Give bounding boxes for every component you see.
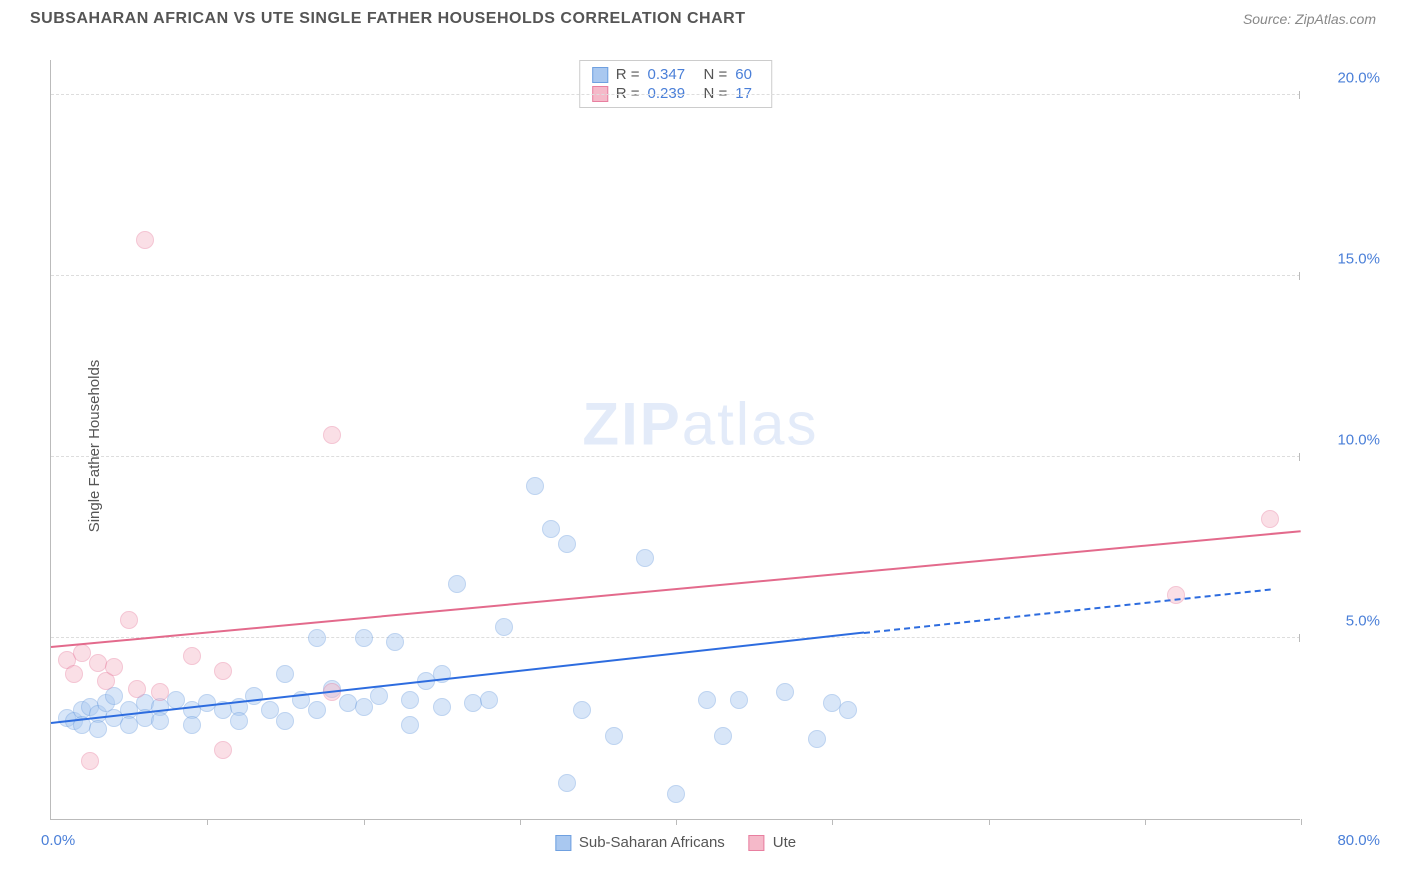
legend-swatch (555, 835, 571, 851)
y-axis-label: Single Father Households (86, 360, 103, 533)
data-point (526, 477, 544, 495)
gridline (51, 637, 1300, 638)
data-point (323, 426, 341, 444)
watermark: ZIPatlas (582, 390, 818, 459)
data-point (370, 687, 388, 705)
data-point (308, 629, 326, 647)
data-point (433, 698, 451, 716)
x-tick (207, 819, 208, 825)
data-point (558, 535, 576, 553)
data-point (89, 720, 107, 738)
data-point (355, 698, 373, 716)
x-tick (520, 819, 521, 825)
data-point (605, 727, 623, 745)
x-tick (676, 819, 677, 825)
data-point (1261, 510, 1279, 528)
y-tick-label: 5.0% (1310, 613, 1380, 630)
gridline (51, 275, 1300, 276)
y-tick-label: 10.0% (1310, 432, 1380, 449)
data-point (276, 712, 294, 730)
x-tick (989, 819, 990, 825)
legend-swatch (592, 67, 608, 83)
data-point (276, 665, 294, 683)
data-point (776, 683, 794, 701)
gridline (51, 456, 1300, 457)
data-point (183, 647, 201, 665)
data-point (183, 716, 201, 734)
legend-series: Sub-Saharan Africans Ute (555, 834, 796, 851)
legend-label: Sub-Saharan Africans (579, 834, 725, 851)
x-tick (1301, 819, 1302, 825)
data-point (386, 633, 404, 651)
trend-line (51, 632, 864, 724)
data-point (81, 752, 99, 770)
legend-correlation: R =0.347N =60R =0.239N =17 (579, 60, 773, 108)
source-label: Source: ZipAtlas.com (1243, 11, 1376, 27)
legend-item: Ute (749, 834, 796, 851)
data-point (698, 691, 716, 709)
data-point (636, 549, 654, 567)
data-point (308, 701, 326, 719)
data-point (355, 629, 373, 647)
gridline (51, 94, 1300, 95)
data-point (480, 691, 498, 709)
data-point (261, 701, 279, 719)
legend-swatch (749, 835, 765, 851)
data-point (230, 712, 248, 730)
y-tick-label: 20.0% (1310, 70, 1380, 87)
data-point (167, 691, 185, 709)
data-point (495, 618, 513, 636)
trend-line (51, 530, 1301, 648)
x-tick (1145, 819, 1146, 825)
data-point (245, 687, 263, 705)
data-point (667, 785, 685, 803)
legend-item: Sub-Saharan Africans (555, 834, 725, 851)
legend-label: Ute (773, 834, 796, 851)
data-point (128, 680, 146, 698)
x-axis-min-label: 0.0% (41, 832, 75, 849)
data-point (714, 727, 732, 745)
legend-row: R =0.347N =60 (592, 65, 760, 84)
plot-area: ZIPatlas R =0.347N =60R =0.239N =17 Sub-… (50, 60, 1300, 820)
chart-title: SUBSAHARAN AFRICAN VS UTE SINGLE FATHER … (30, 10, 746, 28)
data-point (120, 611, 138, 629)
data-point (136, 231, 154, 249)
data-point (542, 520, 560, 538)
data-point (730, 691, 748, 709)
data-point (214, 662, 232, 680)
x-tick (364, 819, 365, 825)
data-point (151, 712, 169, 730)
x-axis-max-label: 80.0% (1337, 832, 1380, 849)
data-point (573, 701, 591, 719)
data-point (214, 741, 232, 759)
data-point (65, 665, 83, 683)
data-point (448, 575, 466, 593)
trend-line (863, 588, 1269, 633)
y-tick-label: 15.0% (1310, 251, 1380, 268)
data-point (808, 730, 826, 748)
data-point (401, 691, 419, 709)
data-point (839, 701, 857, 719)
data-point (558, 774, 576, 792)
data-point (401, 716, 419, 734)
data-point (73, 644, 91, 662)
data-point (105, 658, 123, 676)
data-point (151, 683, 169, 701)
x-tick (832, 819, 833, 825)
